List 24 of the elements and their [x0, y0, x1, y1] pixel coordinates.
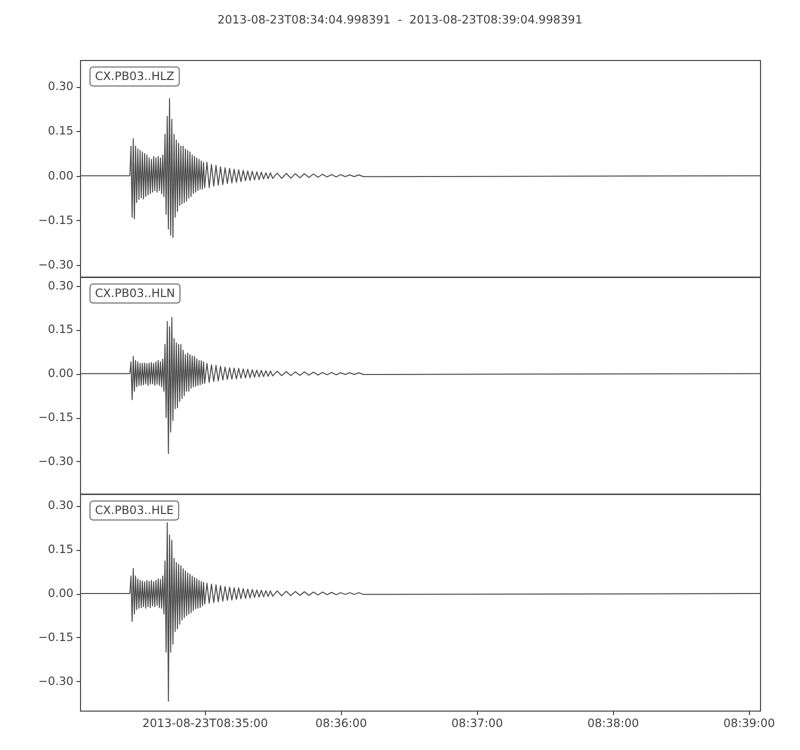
y-tick-label: 0.15 [48, 542, 74, 556]
y-tick-label: −0.30 [38, 257, 74, 272]
y-tick-label: 0.30 [48, 79, 74, 94]
chart-title: 2013-08-23T08:34:04.998391 - 2013-08-23T08:39:04.998391 [218, 12, 582, 26]
x-tick-label: 08:38:00 [587, 716, 639, 730]
annotation: CX.PB03..HLZ [95, 69, 174, 83]
x-tick-label: 08:39:00 [723, 716, 775, 730]
y-tick-label: 0.00 [48, 586, 74, 600]
y-tick-label: −0.30 [38, 454, 74, 468]
y-tick-label: 0.30 [48, 498, 74, 512]
y-tick-label: 0.15 [48, 322, 74, 336]
y-tick-label: 0.00 [48, 168, 74, 182]
y-tick-label: −0.15 [38, 410, 74, 424]
y-tick-label: −0.15 [38, 212, 74, 227]
x-tick-label: 08:36:00 [315, 716, 367, 730]
y-tick-label: −0.15 [38, 630, 74, 644]
y-tick-label: 0.15 [48, 124, 74, 138]
x-tick-label: 2013-08-23T08:35:00 [142, 716, 268, 730]
y-tick-label: 0.00 [48, 366, 74, 380]
annotation: CX.PB03..HLE [95, 503, 174, 517]
y-tick-label: −0.30 [38, 674, 74, 688]
x-tick-label: 08:37:00 [451, 716, 503, 730]
y-tick-label: 0.30 [48, 278, 74, 292]
annotation: CX.PB03..HLN [95, 286, 175, 300]
